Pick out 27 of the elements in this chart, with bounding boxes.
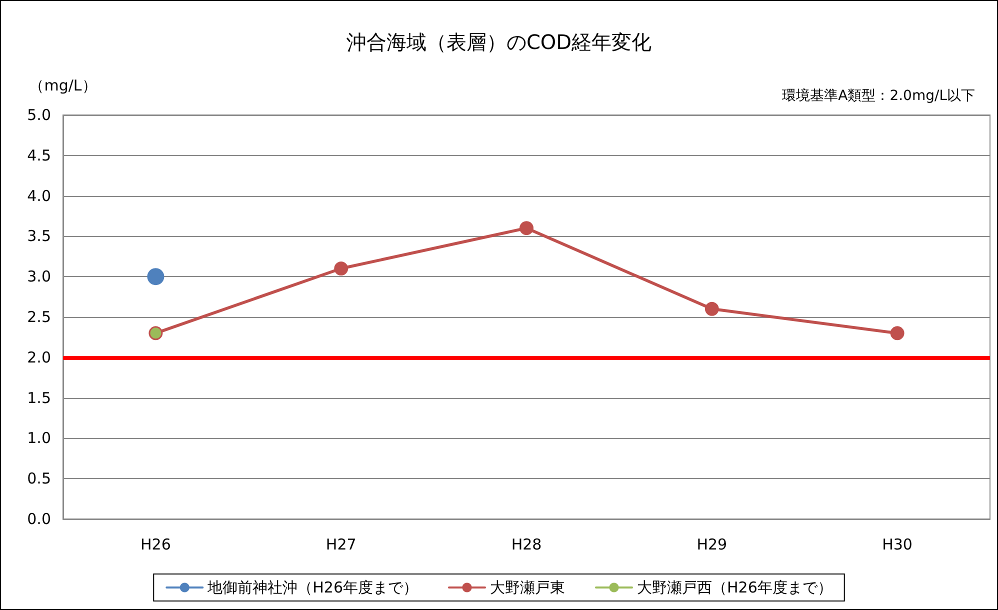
y-tick-label: 2.5 <box>27 308 51 326</box>
point <box>704 302 719 316</box>
y-tick-label: 4.5 <box>27 146 51 164</box>
chart-title: 沖合海域（表層）のCOD経年変化 <box>346 30 652 54</box>
legend-label: 地御前神社沖（H26年度まで） <box>206 578 418 596</box>
y-tick-label: 0.5 <box>27 470 51 488</box>
y-tick-label: 3.0 <box>27 268 51 286</box>
point <box>520 221 534 236</box>
y-tick-label: 4.0 <box>27 186 51 205</box>
y-tick-label: 3.5 <box>27 227 51 246</box>
text: 環境基準A類型：2.0mg/L以下 <box>782 88 976 104</box>
x-tick-label: H30 <box>882 536 912 554</box>
y-tick-label: 0.0 <box>27 510 51 528</box>
legend-label: 大野瀬戸東 <box>490 578 565 596</box>
y-axis-title: （mg/L） <box>29 76 97 94</box>
y-tick-label: 1.5 <box>27 388 51 407</box>
y-tick-label: 1.0 <box>27 429 51 448</box>
x-tick-label: H29 <box>696 536 728 554</box>
y-tick-label: 2.0 <box>27 348 51 366</box>
point <box>890 326 904 340</box>
y-tick-label: 5.0 <box>27 106 51 124</box>
point <box>334 262 348 276</box>
point <box>147 268 164 286</box>
legend-label: 大野瀬戸西（H26年度まで） <box>637 578 832 596</box>
x-tick-label: H28 <box>511 536 542 554</box>
x-tick-label: H27 <box>326 536 356 554</box>
x-tick-label: H26 <box>140 536 171 554</box>
